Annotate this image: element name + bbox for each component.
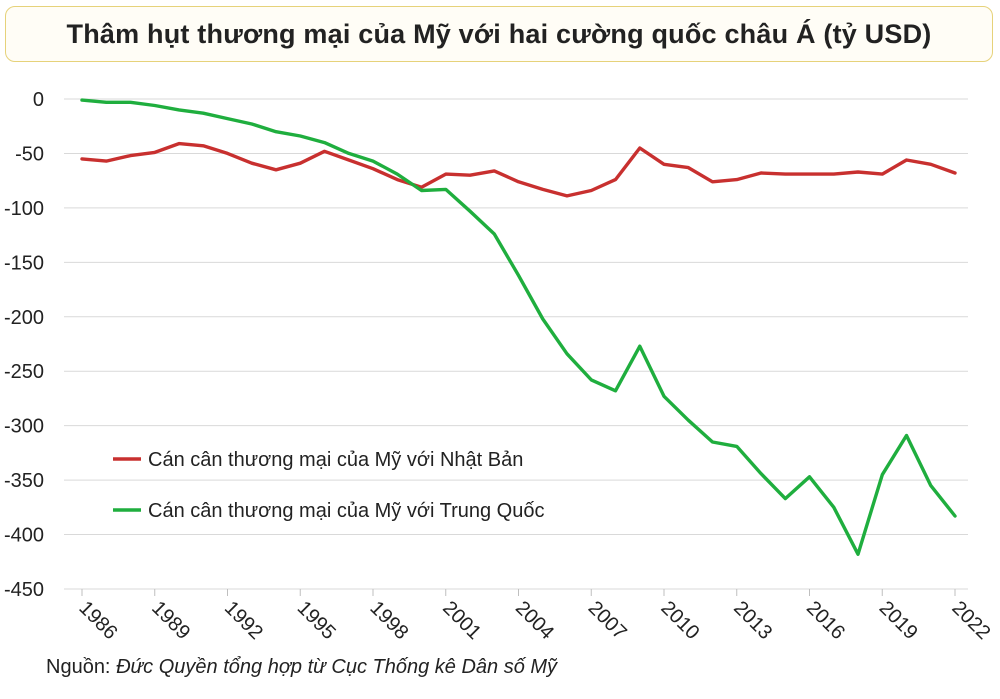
x-tick-label: 2010 [656,597,703,644]
chart-title-box: Thâm hụt thương mại của Mỹ với hai cường… [5,6,993,62]
gridlines [64,98,968,590]
x-tick-label: 1995 [293,597,340,644]
y-tick-label: -50 [15,143,44,165]
x-tick-label: 1992 [220,597,267,644]
y-tick-label: -400 [4,525,44,547]
series-lines [80,98,957,556]
x-tick-label: 2019 [875,597,922,644]
series-line-japan [80,141,957,198]
y-tick-label: -250 [4,361,44,383]
legend-label: Cán cân thương mại của Mỹ với Nhật Bản [148,449,523,471]
x-tick-label: 1998 [365,597,412,644]
source-detail: Đức Quyền tổng hợp từ Cục Thống kê Dân s… [116,656,558,678]
source-note: Nguồn: Đức Quyền tổng hợp từ Cục Thống k… [46,656,557,679]
x-tick-label: 2013 [729,597,776,644]
x-tick-label: 1986 [74,597,121,644]
legend: Cán cân thương mại của Mỹ với Nhật Bản Cá… [113,449,544,522]
legend-label: Cán cân thương mại của Mỹ với Trung Quốc [148,500,544,522]
source-label: Nguồn: [46,656,111,678]
x-tick-label: 2004 [511,597,558,644]
x-tick-label: 2007 [584,597,631,644]
y-tick-label: -300 [4,416,44,438]
y-tick-label: -200 [4,307,44,329]
y-tick-label: -100 [4,198,44,220]
x-tick-label: 1989 [147,597,194,644]
x-tick-label: 2022 [947,597,994,644]
x-tick-label: 2016 [802,597,849,644]
y-tick-label: -350 [4,470,44,492]
x-tick-label: 2001 [438,597,485,644]
chart-title: Thâm hụt thương mại của Mỹ với hai cường… [66,18,932,49]
series-line-china [80,98,957,556]
y-tick-label: -450 [4,579,44,601]
y-tick-label: -150 [4,252,44,274]
y-tick-label: 0 [33,89,44,111]
